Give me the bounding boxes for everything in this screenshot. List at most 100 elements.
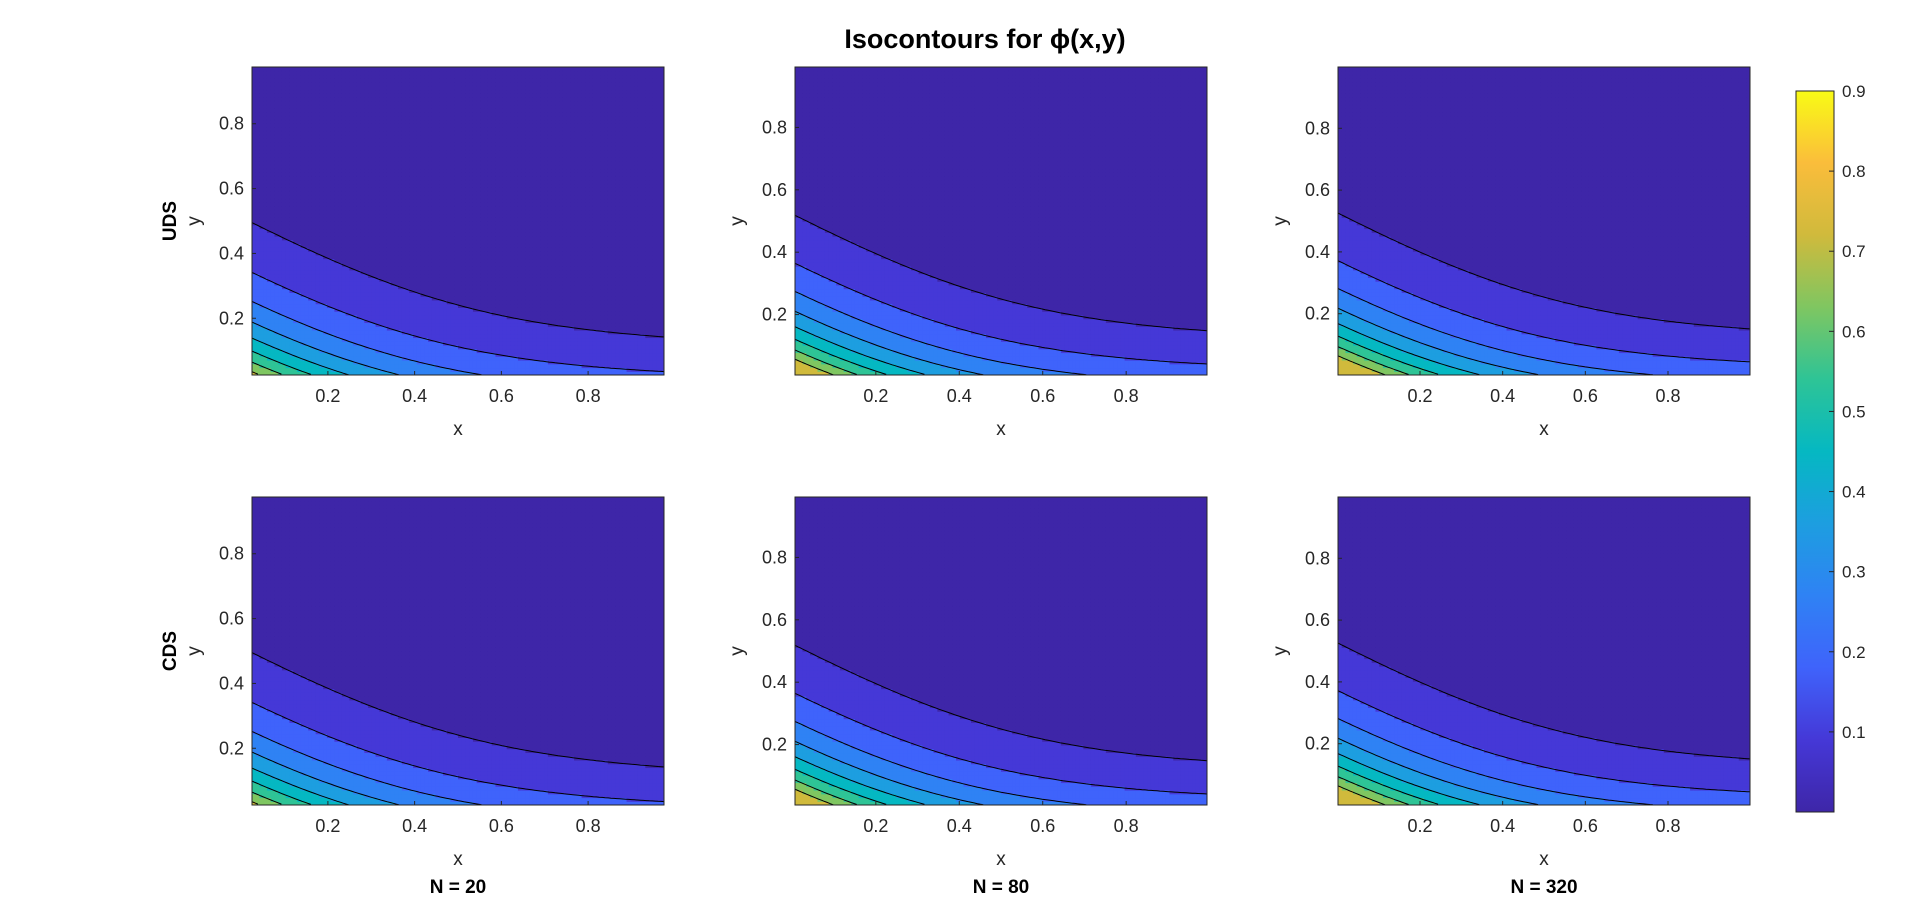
contour-cell	[465, 311, 470, 316]
contour-cell	[349, 175, 354, 181]
contour-cell	[450, 198, 455, 203]
contour-cell	[454, 254, 459, 260]
contour-cell	[420, 277, 425, 282]
contour-cell	[338, 85, 343, 91]
contour-cell	[353, 115, 358, 121]
contour-cell	[304, 190, 309, 196]
contour-cell	[285, 236, 291, 241]
contour-cell	[424, 130, 429, 136]
contour-cell	[263, 89, 268, 94]
contour-cell	[278, 254, 283, 260]
contour-cell	[304, 179, 309, 185]
contour-cell	[446, 269, 452, 275]
contour-cell	[465, 115, 470, 121]
contour-cell	[401, 198, 407, 203]
contour-cell	[323, 296, 328, 301]
contour-cell	[266, 296, 272, 301]
contour-cell	[390, 239, 395, 245]
contour-cell	[368, 363, 373, 369]
contour-cell	[334, 142, 339, 147]
contour-cell	[308, 273, 313, 278]
contour-cell	[345, 89, 350, 94]
contour-cell	[461, 74, 467, 79]
contour-cell	[368, 232, 373, 237]
contour-cell	[353, 205, 358, 211]
contour-cell	[259, 82, 264, 87]
contour-cell	[413, 74, 418, 79]
contour-cell	[465, 82, 470, 87]
contour-cell	[293, 367, 298, 372]
contour-cell	[461, 363, 467, 369]
contour-cell	[386, 314, 392, 320]
contour-cell	[338, 205, 343, 211]
contour-cell	[416, 115, 422, 121]
contour-cell	[472, 341, 478, 346]
contour-cell	[263, 104, 268, 109]
contour-cell	[428, 123, 433, 128]
contour-cell	[274, 175, 279, 181]
contour-cell	[383, 367, 388, 372]
contour-cell	[431, 187, 437, 192]
contour-cell	[375, 262, 380, 267]
contour-cell	[458, 296, 463, 301]
contour-cell	[349, 288, 354, 293]
contour-cell	[424, 348, 429, 354]
contour-cell	[300, 153, 306, 158]
contour-plot-area	[252, 67, 664, 375]
contour-cell	[390, 198, 395, 203]
contour-cell	[416, 318, 422, 324]
contour-cell	[296, 307, 302, 312]
contour-cell	[383, 175, 388, 181]
contour-cell	[379, 74, 384, 79]
contour-cell	[300, 217, 306, 222]
contour-cell	[386, 82, 392, 87]
contour-cell	[424, 307, 429, 312]
contour-cell	[446, 142, 452, 147]
contour-cell	[274, 123, 279, 128]
contour-cell	[323, 258, 328, 263]
contour-cell	[319, 115, 324, 121]
contour-cell	[428, 179, 433, 185]
contour-cell	[334, 367, 339, 372]
contour-cell	[274, 337, 279, 342]
contour-cell	[252, 134, 257, 139]
contour-cell	[472, 232, 478, 237]
contour-cell	[259, 153, 264, 158]
contour-cell	[289, 341, 294, 346]
contour-cell	[409, 228, 414, 233]
contour-cell	[424, 142, 429, 147]
contour-cell	[255, 251, 261, 256]
contour-cell	[398, 145, 403, 151]
contour-cell	[349, 228, 354, 233]
contour-cell	[371, 138, 377, 143]
contour-cell	[405, 123, 410, 128]
contour-cell	[416, 288, 422, 293]
contour-cell	[431, 74, 437, 79]
contour-cell	[371, 236, 377, 241]
contour-cell	[465, 243, 470, 248]
contour-cell	[266, 344, 272, 350]
contour-cell	[375, 307, 380, 312]
contour-cell	[345, 149, 350, 154]
contour-cell	[379, 183, 384, 188]
contour-cell	[435, 266, 440, 271]
contour-cell	[371, 168, 377, 173]
contour-cell	[285, 187, 291, 192]
contour-cell	[371, 311, 377, 316]
contour-cell	[420, 198, 425, 203]
contour-cell	[472, 172, 478, 177]
contour-cell	[431, 67, 437, 72]
contour-cell	[360, 296, 365, 301]
contour-cell	[281, 130, 287, 136]
contour-cell	[252, 183, 257, 188]
contour-cell	[289, 209, 294, 215]
contour-cell	[458, 269, 463, 275]
contour-cell	[281, 157, 287, 162]
contour-cell	[255, 194, 261, 200]
contour-cell	[390, 337, 395, 342]
contour-cell	[435, 329, 440, 335]
contour-cell	[450, 352, 455, 357]
contour-cell	[472, 194, 478, 200]
contour-cell	[401, 341, 407, 346]
contour-cell	[296, 153, 302, 158]
